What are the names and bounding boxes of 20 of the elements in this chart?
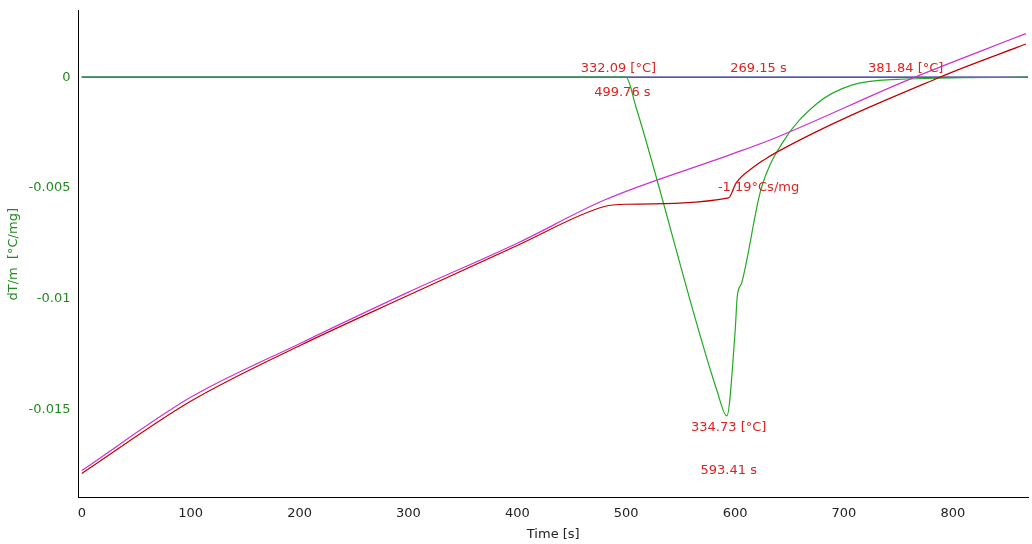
x-tick-label: 300 — [396, 504, 421, 520]
x-tick-label: 800 — [940, 504, 966, 520]
y-tick-label: -0.01 — [36, 289, 71, 305]
annotation: 334.73 [°C] — [691, 418, 767, 434]
x-tick-label: 500 — [613, 504, 639, 520]
annotation: 381.84 [°C] — [868, 59, 944, 75]
annotation: 332.09 [°C] — [580, 59, 657, 75]
x-tick-label: 100 — [178, 504, 204, 520]
x-tick-label: 400 — [504, 504, 530, 520]
x-tick-label: 600 — [722, 504, 748, 520]
x-tick-label: 0 — [77, 504, 86, 520]
x-axis-title: Time [s] — [525, 525, 580, 541]
x-tick-label: 700 — [831, 504, 857, 520]
annotation: 269.15 s — [730, 59, 787, 75]
y-axis-title: dT/m [°C/mg] — [5, 208, 21, 301]
annotation: 593.41 s — [700, 462, 758, 478]
y-tick-label: -0.015 — [28, 400, 71, 416]
x-tick-label: 200 — [287, 504, 312, 520]
y-tick-label: 0 — [62, 68, 71, 84]
y-tick-label: -0.005 — [28, 179, 71, 195]
